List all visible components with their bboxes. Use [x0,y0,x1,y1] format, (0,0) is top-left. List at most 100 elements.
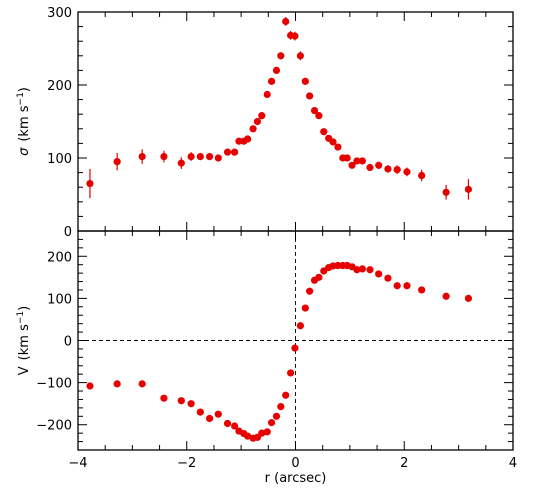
data-point [306,287,314,295]
data-point [244,135,252,143]
data-point [205,414,214,423]
data-point [287,369,295,377]
x-tick-label: 0 [291,456,299,471]
data-point [296,52,304,60]
x-tick-label: −2 [177,456,196,471]
data-point [223,148,232,156]
data-point [214,154,222,162]
velocity-unit-text: (km s [17,324,32,360]
data-point [282,391,290,399]
data-point [442,188,450,196]
velocity-panel-reference-lines [78,231,513,450]
data-point [86,179,94,188]
y-tick-label: 0 [64,225,72,240]
data-point [301,77,309,85]
data-point [253,117,262,126]
data-point [205,152,214,161]
data-point [403,282,411,290]
data-point [113,380,121,388]
data-point [231,422,239,430]
data-point [231,148,239,156]
data-point [113,158,121,166]
data-point [244,432,252,440]
data-point [277,52,285,60]
data-point [418,171,426,180]
data-point [214,410,222,418]
data-point [196,408,204,416]
x-axis-label: r (arcsec) [265,471,327,486]
data-point [263,428,271,436]
data-point [258,112,266,120]
y-tick-label: 0 [64,335,72,350]
sigma-panel-ticks: 0 100 200 300 [47,6,514,240]
y-tick-label: 100 [47,292,72,307]
data-point [272,66,281,74]
data-point [393,166,401,174]
data-point [196,152,204,161]
y-tick-label: 200 [47,250,72,265]
data-point [315,273,323,281]
velocity-data-points [86,261,473,442]
data-point [263,90,271,99]
data-point [296,322,304,330]
data-point [177,159,185,167]
data-point [403,168,411,176]
data-point [418,286,426,294]
data-point [384,165,392,173]
data-point [464,185,473,193]
data-point [291,32,299,40]
x-tick-label: 4 [509,456,517,471]
data-point [272,412,281,420]
sigma-unit-sup: −1 [16,92,26,105]
data-point [393,282,401,290]
velocity-panel: −4 −2 0 2 4 −200 −100 0 100 200 V (km s−1) [16,230,517,471]
sigma-unit-text: (km s [17,105,32,141]
sigma-data-points [86,17,473,200]
data-point [306,92,314,100]
data-point [258,429,266,437]
sigma-y-axis-label: σ (km s−1) [16,87,32,156]
data-point [358,265,366,273]
data-point [177,397,185,405]
data-point [375,161,383,169]
data-point [291,344,299,352]
x-tick-label: −4 [68,456,87,471]
data-point [282,17,290,26]
y-tick-label: 200 [47,79,72,94]
data-point [86,382,94,390]
y-tick-label: 100 [47,152,72,167]
data-point [187,152,195,161]
velocity-panel-ticks: −4 −2 0 2 4 −200 −100 0 100 200 [36,230,517,471]
data-point [315,112,323,120]
data-point [366,163,374,172]
velocity-unit-close: ) [17,306,32,311]
velocity-unit-sup: −1 [16,311,26,324]
sigma-symbol: σ [17,147,32,156]
data-point [353,266,361,274]
data-point [334,143,342,151]
data-point [267,419,276,427]
data-point [223,419,232,428]
data-point [277,403,285,411]
y-tick-label: −100 [36,377,72,392]
x-tick-label: 2 [400,456,408,471]
data-point [187,400,195,408]
data-point [310,106,319,115]
y-tick-label: −200 [36,419,72,434]
sigma-panel: 0 100 200 300 σ (km s−1) [16,6,514,240]
velocity-y-axis-label: V (km s−1) [16,306,32,375]
data-point [442,292,450,300]
y-tick-label: 300 [47,6,72,21]
data-point [343,154,351,162]
sigma-panel-frame [77,11,514,232]
data-point [384,274,392,282]
data-point [138,380,146,388]
data-point [329,138,337,146]
data-point [464,294,473,302]
data-point [375,270,383,278]
data-point [267,77,276,85]
data-point [138,152,146,161]
data-point [348,161,356,169]
sigma-unit-close: ) [17,87,32,92]
